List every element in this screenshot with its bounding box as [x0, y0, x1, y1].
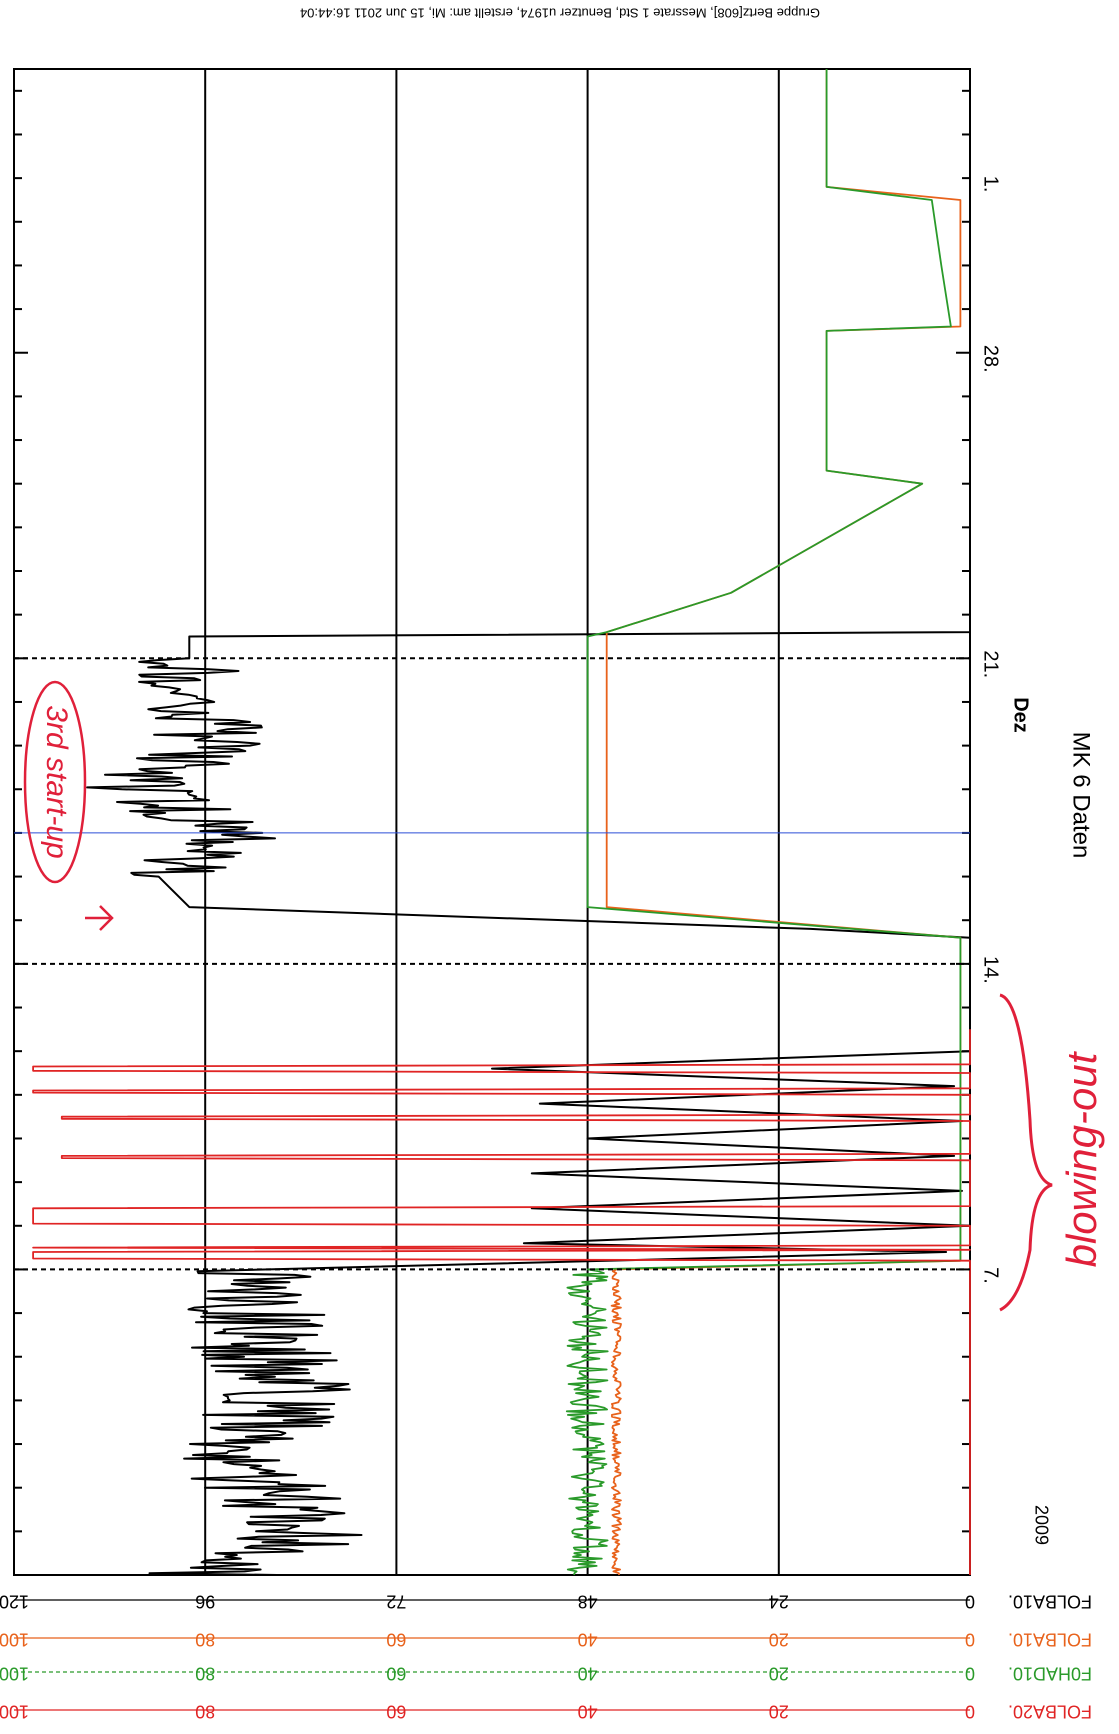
- axis-tick-label: 40: [578, 1629, 598, 1649]
- annotation-ellipse: [23, 680, 87, 884]
- axis-name: FOLBA10.: [1008, 1591, 1092, 1611]
- date-tick-label: 1.: [980, 176, 1002, 193]
- year-label: 2009: [1031, 1505, 1051, 1545]
- series-line-2: [565, 69, 962, 1576]
- axis-tick-label: 72: [386, 1591, 406, 1611]
- annotation-start-up: 3rd start-up: [40, 705, 73, 858]
- label-layer: Gruppe Bertz[608], Messrate 1 Std, Benut…: [0, 6, 1095, 1722]
- axis-tick-label: 60: [386, 1629, 406, 1649]
- axis-tick-label: 0: [965, 1701, 975, 1721]
- header-note: Gruppe Bertz[608], Messrate 1 Std, Benut…: [300, 6, 820, 21]
- axis-tick-label: 0: [965, 1591, 975, 1611]
- axis-name: FOLBA10.: [1008, 1629, 1092, 1649]
- axis-tick-label: 60: [386, 1663, 406, 1683]
- grid-layer: [13, 68, 971, 1576]
- axis-tick-label: 60: [386, 1701, 406, 1721]
- series-line-1: [605, 69, 962, 1576]
- marker-layer: [14, 657, 970, 1271]
- axis-tick-label: 80: [195, 1701, 215, 1721]
- series-line-0: [86, 69, 971, 1576]
- chart-title: MK 6 Daten: [1068, 732, 1095, 859]
- axis-name: FOLBA20.: [1008, 1701, 1092, 1721]
- date-tick-label: 28.: [980, 345, 1002, 373]
- axis-tick-label: 120: [0, 1591, 29, 1611]
- axis-tick-label: 100: [0, 1663, 29, 1683]
- axis-tick-label: 100: [0, 1701, 29, 1721]
- annotation-blowing-out: blowing-out: [1058, 1050, 1105, 1267]
- annotation-arrow: [85, 905, 114, 931]
- axis-tick-label: 80: [195, 1629, 215, 1649]
- axis-tick-label: 80: [195, 1663, 215, 1683]
- x-axis-label: Dez: [1010, 697, 1032, 733]
- annotation-layer: 3rd start-up blowing-out: [23, 680, 1105, 1312]
- axis-tick-label: 20: [769, 1663, 789, 1683]
- date-tick-label: 21.: [980, 650, 1002, 678]
- plot-frame: [13, 68, 971, 1576]
- series-layer: [32, 69, 971, 1576]
- series-line-3: [32, 1029, 971, 1575]
- axis-tick-label: 0: [965, 1629, 975, 1649]
- axis-name: F0HAD10.: [1008, 1663, 1092, 1683]
- axis-tick-label: 40: [578, 1663, 598, 1683]
- axis-tick-label: 96: [195, 1591, 215, 1611]
- axis-tick-label: 40: [578, 1701, 598, 1721]
- axis-tick-label: 0: [965, 1663, 975, 1683]
- axis-tick-label: 20: [769, 1701, 789, 1721]
- annotation-brace: [999, 993, 1053, 1312]
- axis-tick-label: 100: [0, 1629, 29, 1649]
- axis-tick-label: 20: [769, 1629, 789, 1649]
- axis-tick-label: 24: [769, 1591, 789, 1611]
- axis-tick-label: 48: [578, 1591, 598, 1611]
- date-tick-label: 14.: [980, 956, 1002, 984]
- date-tick-label: 7.: [980, 1267, 1002, 1284]
